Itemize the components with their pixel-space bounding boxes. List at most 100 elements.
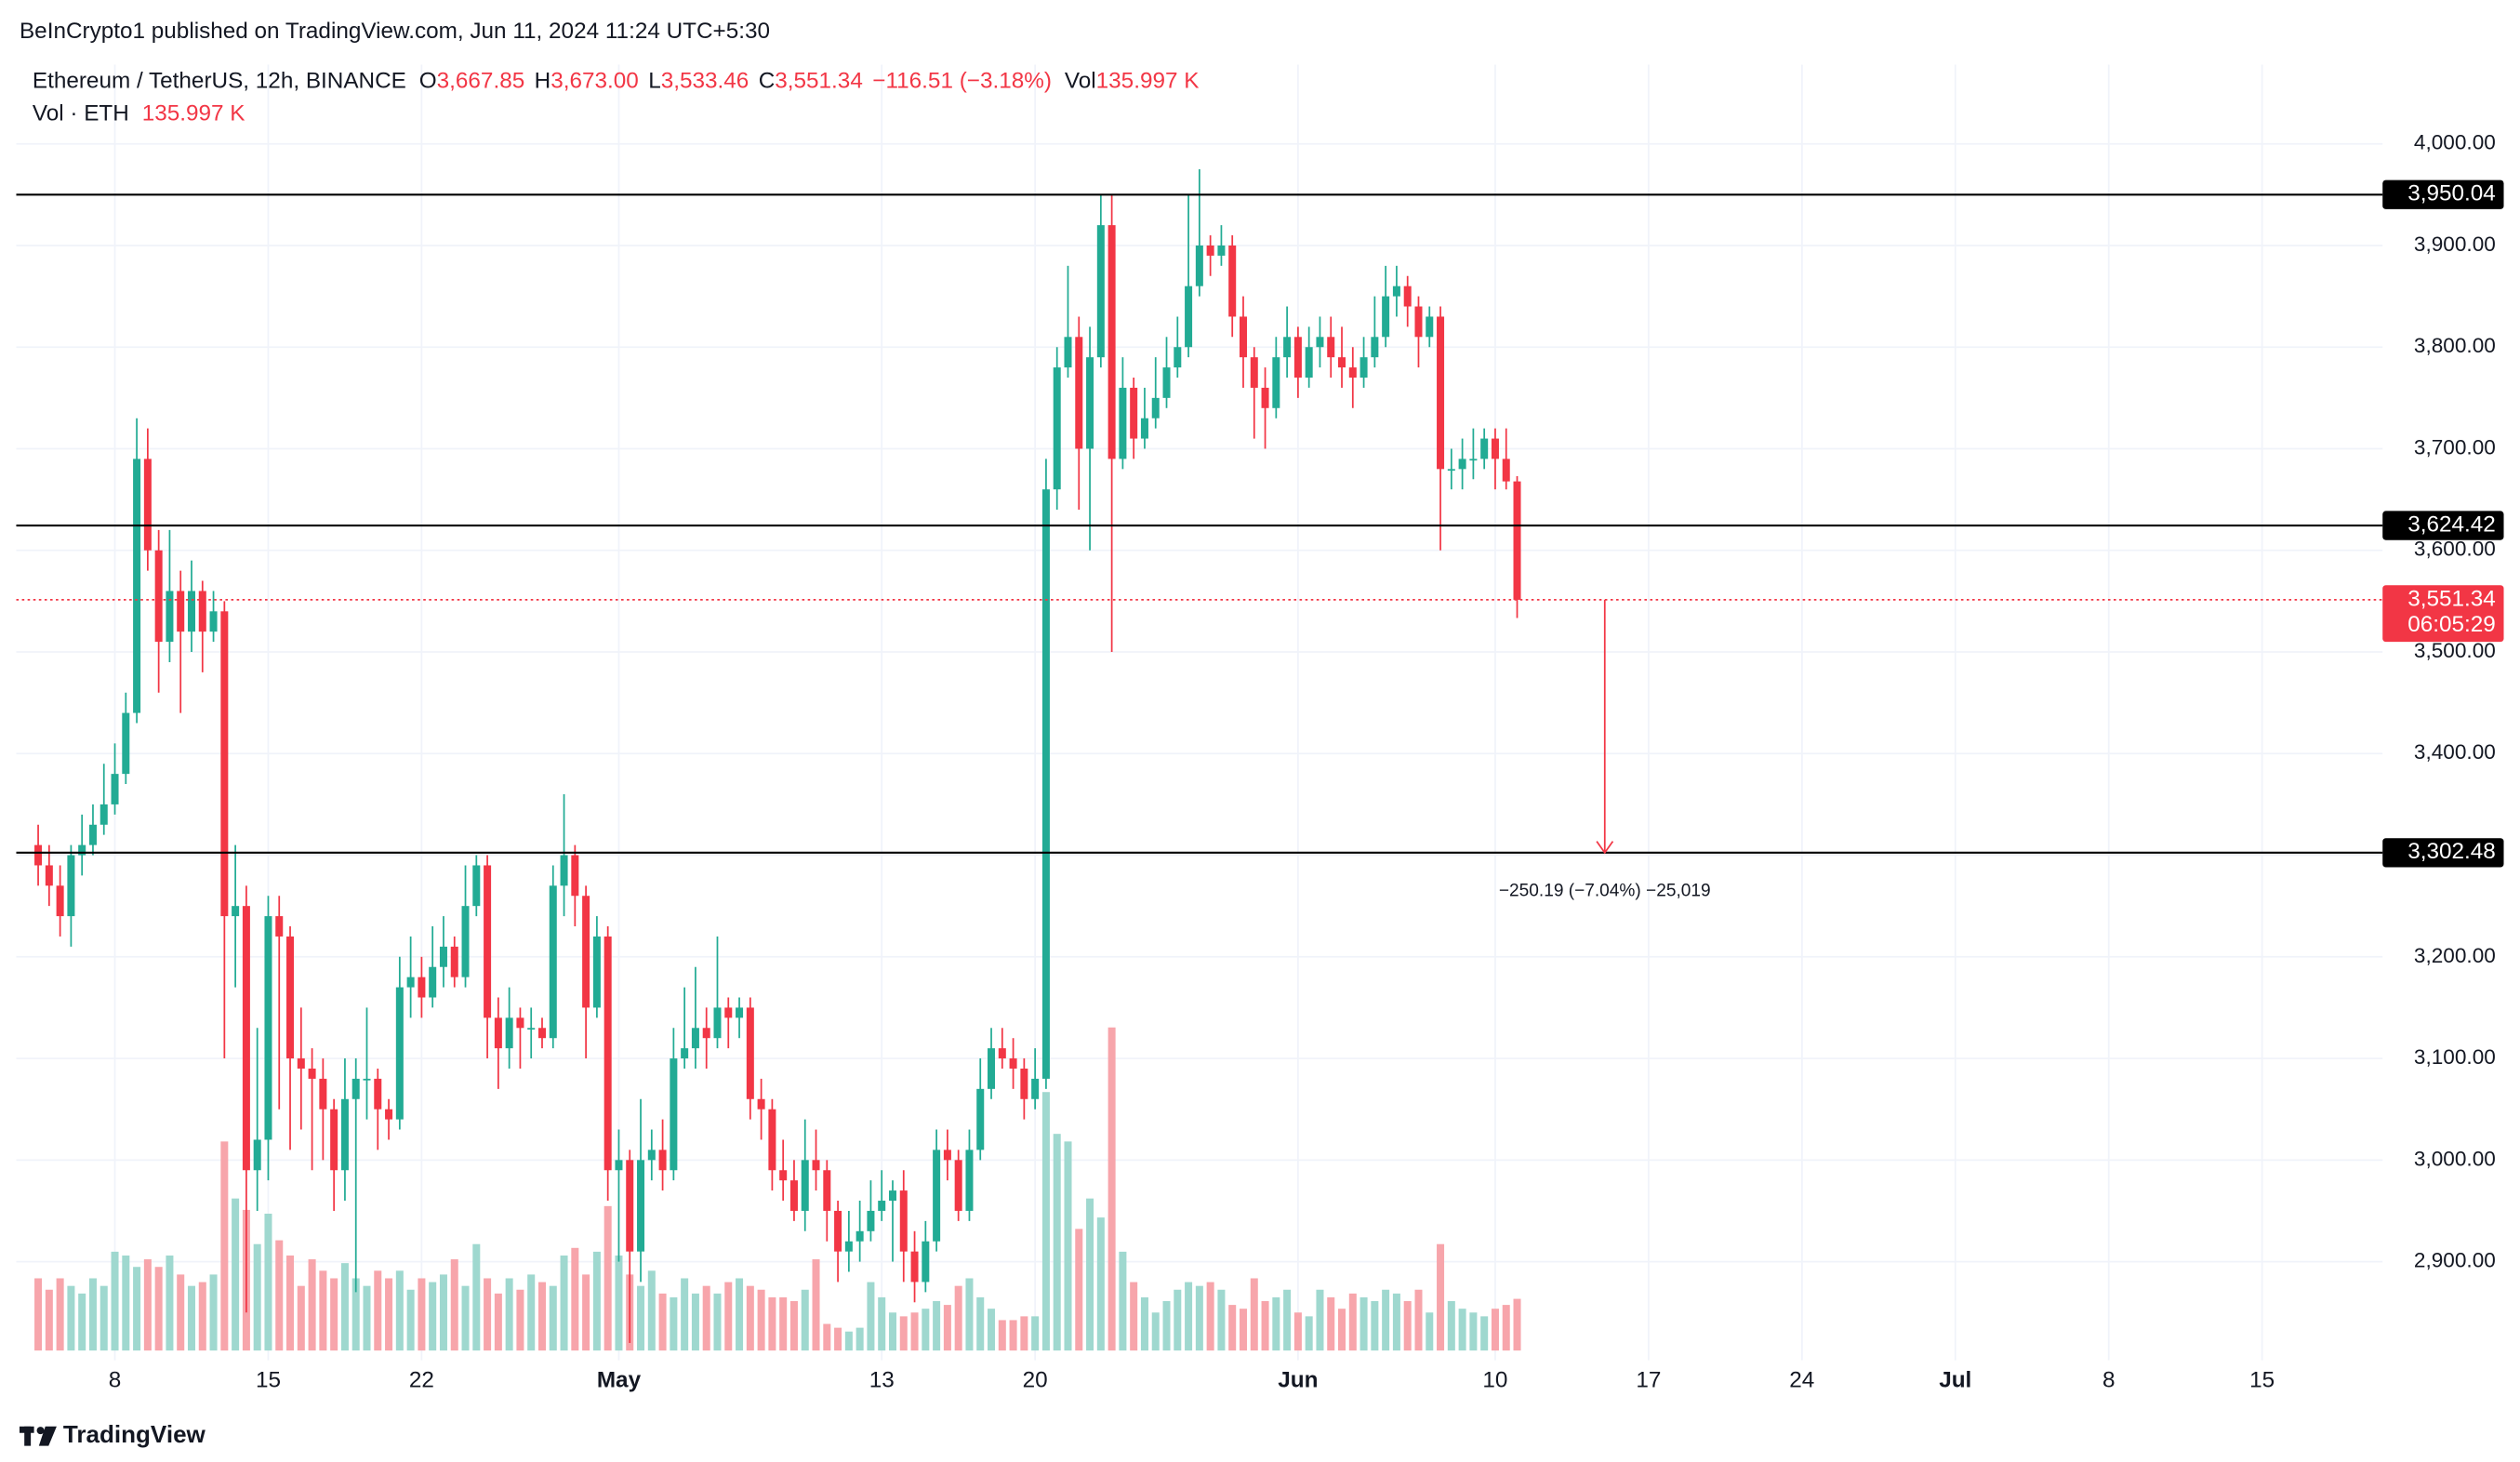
legend-key: H bbox=[535, 69, 551, 94]
volume-bar bbox=[1327, 1296, 1335, 1351]
candle-body bbox=[122, 712, 130, 775]
candle-body bbox=[1009, 1058, 1017, 1069]
candle-body bbox=[867, 1210, 875, 1231]
volume-bar bbox=[166, 1255, 174, 1351]
candle-body bbox=[724, 1007, 733, 1018]
volume-bar bbox=[823, 1323, 831, 1351]
volume-bar bbox=[1217, 1289, 1226, 1351]
candle-body bbox=[286, 936, 295, 1059]
candle-body bbox=[899, 1190, 908, 1252]
measure-label: −250.19 (−7.04%) −25,019 bbox=[1499, 882, 1711, 901]
volume-bar bbox=[537, 1282, 546, 1351]
published-note: BeInCrypto1 published on TradingView.com… bbox=[20, 19, 770, 44]
brand-logo bbox=[19, 1426, 57, 1446]
candle-body bbox=[111, 774, 119, 804]
volume-bar bbox=[56, 1278, 64, 1351]
volume-bar bbox=[670, 1296, 678, 1351]
volume-bar bbox=[647, 1270, 656, 1351]
candle-body bbox=[1086, 357, 1094, 449]
volume-bar bbox=[395, 1270, 404, 1351]
volume-bar bbox=[691, 1293, 699, 1351]
candle-body bbox=[647, 1150, 656, 1161]
volume-bar bbox=[965, 1278, 974, 1351]
volume-bar bbox=[1426, 1312, 1434, 1351]
candle-body bbox=[1502, 459, 1510, 482]
candle-body bbox=[933, 1150, 941, 1242]
candle-body bbox=[637, 1160, 645, 1252]
candle-body bbox=[264, 916, 272, 1140]
candle-body bbox=[275, 916, 284, 937]
candle-body bbox=[702, 1028, 710, 1039]
volume-bar bbox=[724, 1282, 733, 1351]
volume-bar bbox=[998, 1320, 1006, 1351]
candle-body bbox=[1020, 1068, 1028, 1099]
candle-body bbox=[965, 1150, 974, 1211]
candle-body bbox=[78, 844, 86, 856]
volume-bar bbox=[844, 1331, 853, 1351]
candle-body bbox=[34, 844, 43, 866]
volume-bar bbox=[363, 1285, 371, 1351]
candle-body bbox=[494, 1017, 502, 1049]
level-label: 3,950.04 bbox=[2407, 181, 2496, 206]
volume-bar bbox=[330, 1278, 338, 1351]
candle-body bbox=[385, 1109, 393, 1120]
candle-body bbox=[757, 1098, 765, 1110]
volume-bar bbox=[1096, 1217, 1105, 1351]
candle-body bbox=[1469, 459, 1478, 461]
candle-body bbox=[297, 1058, 305, 1069]
candle-body bbox=[232, 906, 240, 917]
candle-body bbox=[253, 1139, 261, 1171]
candle-body bbox=[45, 865, 53, 886]
volume-bar bbox=[34, 1278, 43, 1351]
y-tick-label: 3,800.00 bbox=[2414, 334, 2496, 357]
candle-body bbox=[1338, 357, 1346, 368]
volume-bar bbox=[286, 1255, 295, 1351]
candle-body bbox=[1107, 225, 1116, 459]
volume-bar bbox=[1140, 1296, 1148, 1351]
candle-body bbox=[56, 885, 64, 917]
volume-bar bbox=[801, 1289, 809, 1351]
candle-body bbox=[789, 1180, 798, 1211]
volume-bar bbox=[78, 1293, 86, 1351]
candle-body bbox=[1414, 306, 1423, 338]
x-tick-label: Jul bbox=[1939, 1368, 1971, 1393]
volume-bar bbox=[143, 1259, 152, 1351]
candle-body bbox=[1151, 397, 1160, 419]
candle-body bbox=[988, 1048, 996, 1089]
volume-bar bbox=[1437, 1243, 1445, 1351]
volume-bar bbox=[702, 1285, 710, 1351]
volume-bar bbox=[910, 1312, 919, 1351]
y-tick-label: 3,400.00 bbox=[2414, 740, 2496, 764]
x-tick-label: Jun bbox=[1278, 1368, 1318, 1393]
x-tick-label: 13 bbox=[869, 1368, 895, 1393]
candle-body bbox=[954, 1160, 962, 1211]
volume-bar bbox=[187, 1285, 196, 1351]
legend-title: Ethereum / TetherUS, 12h, BINANCE bbox=[33, 69, 406, 94]
volume-bar bbox=[1414, 1289, 1423, 1351]
candle-body bbox=[571, 855, 579, 897]
candle-body bbox=[713, 1007, 722, 1039]
candle-body bbox=[670, 1058, 678, 1171]
volume-bar bbox=[385, 1278, 393, 1351]
candle-body bbox=[615, 1160, 623, 1171]
candle-body bbox=[1031, 1078, 1040, 1099]
volume-bar bbox=[1228, 1305, 1237, 1351]
volume-bar bbox=[439, 1274, 447, 1351]
volume-bar bbox=[1293, 1312, 1302, 1351]
volume-bar bbox=[374, 1270, 382, 1351]
candle-body bbox=[406, 977, 415, 988]
volume-layer bbox=[34, 1027, 1521, 1351]
volume-bar bbox=[736, 1278, 744, 1351]
candle-body bbox=[1140, 418, 1148, 439]
y-tick-label: 3,200.00 bbox=[2414, 944, 2496, 967]
volume-bar bbox=[713, 1293, 722, 1351]
x-tick-label: 17 bbox=[1636, 1368, 1661, 1393]
volume-bar bbox=[1338, 1309, 1346, 1351]
candle-body bbox=[1064, 337, 1072, 368]
y-tick-label: 3,000.00 bbox=[2414, 1147, 2496, 1170]
candle-body bbox=[812, 1160, 820, 1171]
volume-bar bbox=[177, 1274, 185, 1351]
volume-bar bbox=[275, 1240, 284, 1351]
candle-body bbox=[1206, 245, 1214, 256]
